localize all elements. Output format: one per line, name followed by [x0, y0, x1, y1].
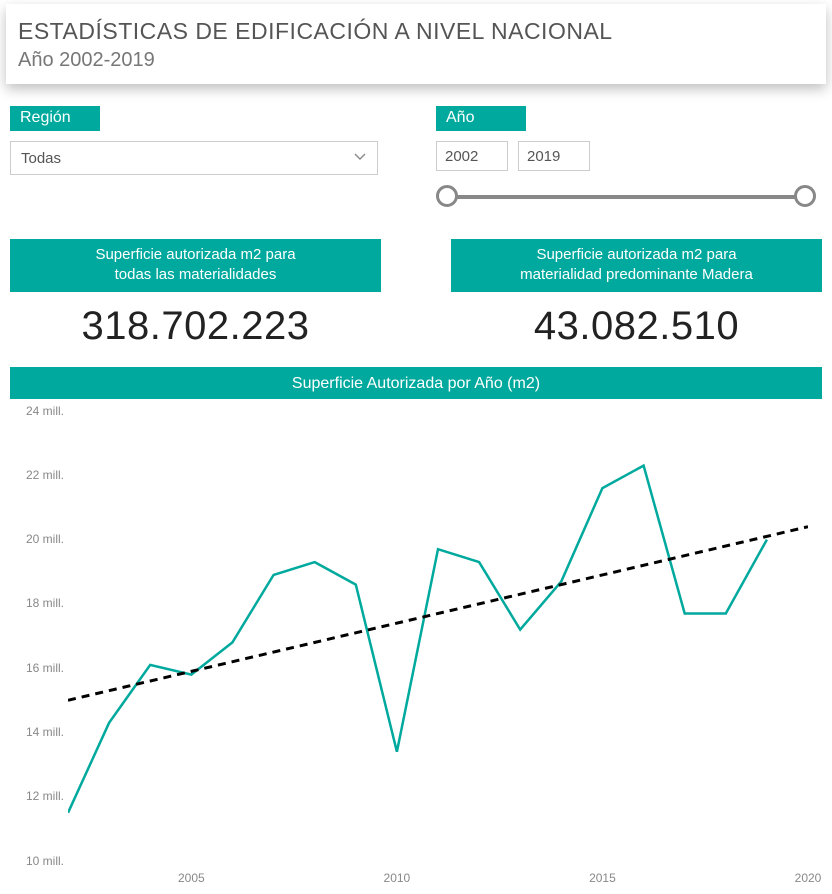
y-tick: 18 mill.: [10, 596, 64, 610]
kpi-total-value: 318.702.223: [10, 304, 381, 349]
kpi-total: Superficie autorizada m2 para todas las …: [10, 239, 381, 349]
kpi-madera-label: Superficie autorizada m2 para materialid…: [451, 239, 822, 292]
kpi-madera-value: 43.082.510: [451, 304, 822, 349]
x-tick: 2015: [589, 871, 616, 885]
region-selected-value: Todas: [21, 150, 61, 167]
kpi-total-label: Superficie autorizada m2 para todas las …: [10, 239, 381, 292]
y-tick: 10 mill.: [10, 854, 64, 868]
chart-plot: [68, 411, 808, 861]
year-from-input[interactable]: [436, 141, 508, 171]
y-tick: 20 mill.: [10, 532, 64, 546]
slider-track: [446, 195, 806, 199]
slider-handle-to[interactable]: [794, 185, 816, 207]
x-tick: 2005: [178, 871, 205, 885]
year-to-input[interactable]: [518, 141, 590, 171]
y-tick: 24 mill.: [10, 404, 64, 418]
region-label: Región: [10, 106, 100, 131]
region-filter: Región Todas: [10, 106, 410, 213]
kpi-row: Superficie autorizada m2 para todas las …: [10, 239, 822, 349]
year-filter: Año: [436, 106, 822, 213]
chevron-down-icon: [353, 150, 367, 167]
filters-row: Región Todas Año: [10, 106, 822, 213]
series-line: [68, 465, 767, 812]
x-tick: 2010: [384, 871, 411, 885]
kpi-madera: Superficie autorizada m2 para materialid…: [451, 239, 822, 349]
year-slider[interactable]: [436, 183, 816, 213]
year-label: Año: [436, 106, 526, 131]
chart-card: Superficie Autorizada por Año (m2) 10 mi…: [10, 367, 822, 891]
x-tick: 2020: [795, 871, 822, 885]
header-card: ESTADÍSTICAS DE EDIFICACIÓN A NIVEL NACI…: [6, 4, 826, 84]
y-tick: 12 mill.: [10, 789, 64, 803]
chart-area: 10 mill. 12 mill. 14 mill. 16 mill. 18 mill.…: [10, 401, 822, 891]
y-tick: 16 mill.: [10, 661, 64, 675]
chart-title: Superficie Autorizada por Año (m2): [10, 371, 822, 399]
line-chart-svg: [68, 411, 808, 861]
slider-handle-from[interactable]: [436, 185, 458, 207]
page-title: ESTADÍSTICAS DE EDIFICACIÓN A NIVEL NACI…: [18, 18, 814, 45]
y-tick: 22 mill.: [10, 468, 64, 482]
page-subtitle: Año 2002-2019: [18, 49, 814, 72]
region-select[interactable]: Todas: [10, 141, 378, 175]
y-tick: 14 mill.: [10, 725, 64, 739]
